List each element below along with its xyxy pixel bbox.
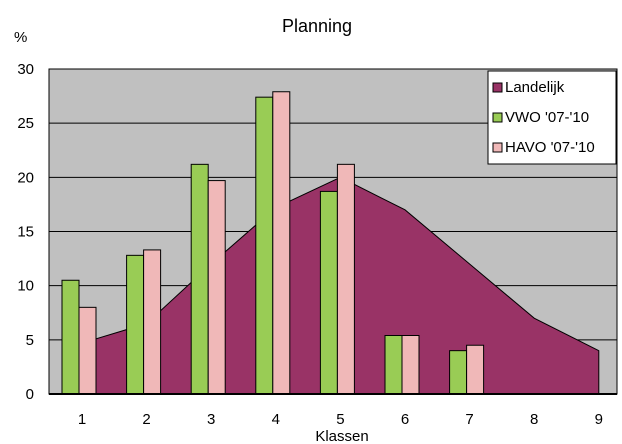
x-tick-label: 6 <box>401 411 409 428</box>
legend-label: Landelijk <box>505 79 565 96</box>
chart-title: Planning <box>282 16 352 36</box>
bar-series <box>49 91 617 395</box>
y-tick-label: 5 <box>26 332 34 349</box>
y-tick-label: 30 <box>17 61 34 78</box>
bar-havo-1 <box>78 306 97 395</box>
bar-havo-3 <box>207 180 226 395</box>
legend-swatch <box>492 142 503 153</box>
x-tick-label: 5 <box>336 411 344 428</box>
y-tick-labels: 0 5 10 15 20 25 30 <box>17 61 34 403</box>
bar-havo-5 <box>336 163 355 395</box>
legend-label: HAVO '07-'10 <box>505 139 595 156</box>
x-tick-labels: 1 2 3 4 5 6 7 8 9 <box>78 411 603 428</box>
bar-vwo-4 <box>255 96 274 395</box>
y-tick-label: 10 <box>17 278 34 295</box>
x-tick-label: 9 <box>595 411 603 428</box>
bar-havo-2 <box>143 249 162 395</box>
bar-havo-4 <box>272 91 291 395</box>
bar-havo-6 <box>401 335 420 395</box>
x-tick-label: 7 <box>465 411 473 428</box>
x-axis-label: Klassen <box>315 428 368 444</box>
x-tick-label: 2 <box>142 411 150 428</box>
bar-vwo-2 <box>126 254 145 395</box>
x-tick-label: 3 <box>207 411 215 428</box>
y-tick-label: 20 <box>17 169 34 186</box>
bar-havo-7 <box>466 344 485 395</box>
x-tick-label: 4 <box>272 411 280 428</box>
bar-vwo-7 <box>449 350 468 395</box>
x-tick-label: 8 <box>530 411 538 428</box>
legend-swatch <box>492 82 503 93</box>
legend-label: VWO '07-'10 <box>505 109 589 126</box>
y-axis-label: % <box>14 29 27 46</box>
y-tick-label: 15 <box>17 224 34 241</box>
bar-vwo-6 <box>384 335 403 395</box>
x-tick-label: 1 <box>78 411 86 428</box>
bar-vwo-5 <box>319 190 338 395</box>
legend: Landelijk VWO '07-'10 HAVO '07-'10 <box>487 70 617 165</box>
bar-vwo-1 <box>61 279 80 395</box>
legend-swatch <box>492 112 503 123</box>
y-tick-label: 0 <box>26 386 34 403</box>
y-tick-label: 25 <box>17 115 34 132</box>
bar-vwo-3 <box>190 163 209 395</box>
legend-box <box>487 70 617 165</box>
